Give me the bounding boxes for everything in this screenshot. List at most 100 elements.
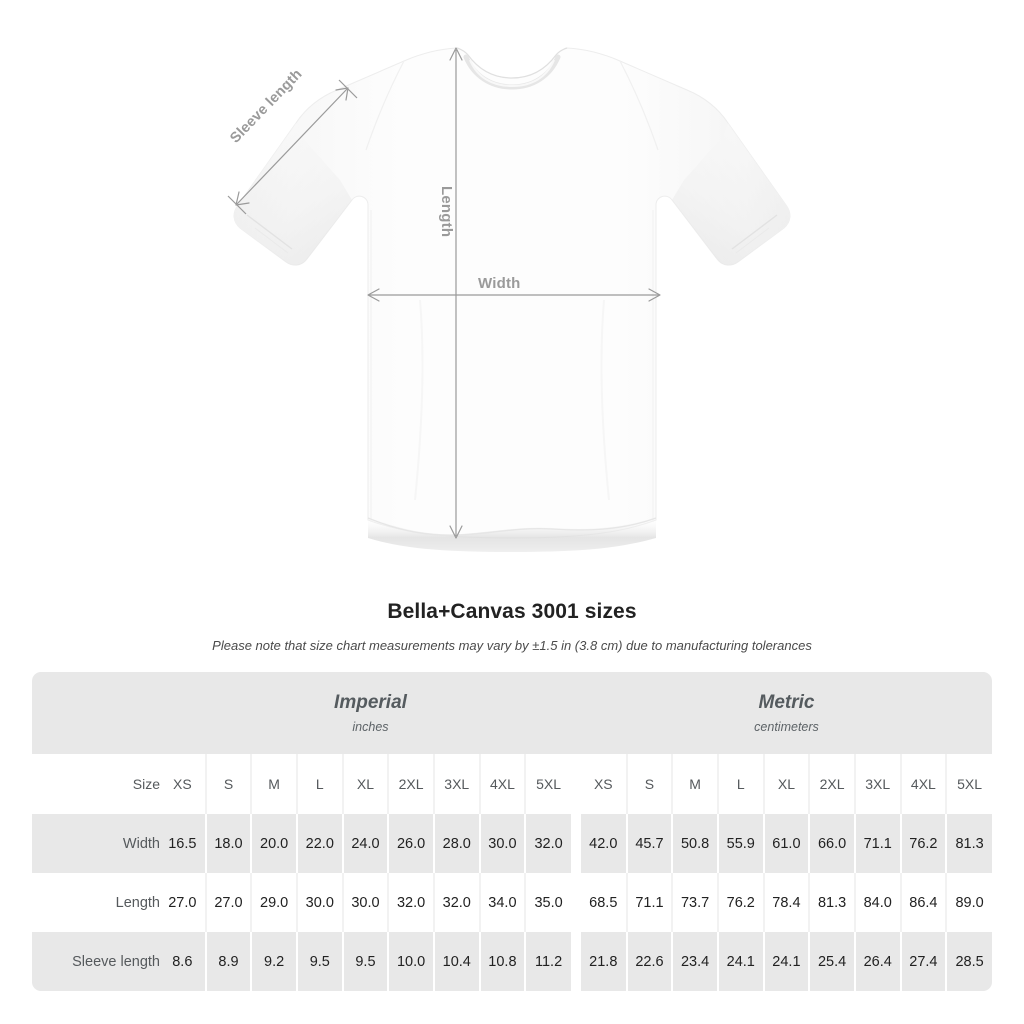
table-row: Width 16.5 18.0 20.0 22.0 24.0 26.0 28.0 30.0 32.… — [32, 814, 992, 873]
cell-metric-width-s: 45.7 — [625, 814, 673, 873]
cell-imperial-sleeve-length-l: 9.5 — [295, 932, 343, 991]
page-title: Bella+Canvas 3001 sizes — [387, 600, 637, 623]
tolerance-note: Please note that size chart measurements… — [212, 638, 812, 653]
group-header-unit: inches — [352, 719, 389, 734]
cell-imperial-sleeve-length-xs: 8.6 — [160, 932, 206, 991]
cell-metric-width-xs: 42.0 — [580, 814, 627, 873]
size-header-imperial-2xl: 2XL — [387, 754, 434, 814]
table-group-header-row: Imperial inches Metric centimeters — [32, 672, 992, 754]
section-gap — [570, 873, 581, 932]
cell-metric-length-2xl: 81.3 — [808, 873, 855, 932]
cell-metric-length-m: 73.7 — [671, 873, 718, 932]
cell-metric-sleeve-length-l: 24.1 — [716, 932, 764, 991]
section-gap — [570, 932, 581, 991]
cell-metric-length-4xl: 86.4 — [899, 873, 947, 932]
size-header-metric-4xl: 4XL — [899, 754, 947, 814]
width-label: Width — [478, 275, 521, 292]
section-gap — [570, 754, 581, 814]
cell-metric-width-5xl: 81.3 — [945, 814, 992, 873]
tshirt-illustration: Sleeve length Length Width — [227, 47, 791, 552]
cell-metric-sleeve-length-xs: 21.8 — [580, 932, 627, 991]
size-header-metric-m: M — [671, 754, 718, 814]
cell-metric-width-m: 50.8 — [671, 814, 718, 873]
size-header-metric-s: S — [625, 754, 673, 814]
cell-imperial-width-4xl: 30.0 — [478, 814, 526, 873]
tshirt-svg — [227, 47, 791, 552]
cell-imperial-sleeve-length-5xl: 11.2 — [524, 932, 571, 991]
measurement-arrows — [227, 47, 661, 539]
size-header-imperial-xs: XS — [160, 754, 206, 814]
size-header-imperial-3xl: 3XL — [432, 754, 480, 814]
cell-metric-sleeve-length-5xl: 28.5 — [945, 932, 992, 991]
tshirt-body — [233, 47, 791, 552]
cell-metric-width-3xl: 71.1 — [853, 814, 901, 873]
cell-imperial-width-l: 22.0 — [295, 814, 343, 873]
row-label-width: Width — [32, 814, 160, 873]
cell-metric-length-l: 76.2 — [716, 873, 764, 932]
row-label-length: Length — [32, 873, 160, 932]
section-gap — [570, 814, 581, 873]
cell-imperial-width-xl: 24.0 — [341, 814, 389, 873]
cell-metric-width-xl: 61.0 — [762, 814, 810, 873]
cell-imperial-length-l: 30.0 — [295, 873, 343, 932]
cell-imperial-width-5xl: 32.0 — [524, 814, 571, 873]
cell-metric-length-3xl: 84.0 — [853, 873, 901, 932]
cell-metric-length-xs: 68.5 — [580, 873, 627, 932]
group-header-metric: Metric centimeters — [580, 672, 992, 754]
cell-imperial-length-xs: 27.0 — [160, 873, 206, 932]
cell-imperial-length-m: 29.0 — [250, 873, 297, 932]
cell-metric-width-4xl: 76.2 — [899, 814, 947, 873]
group-header-unit: centimeters — [754, 719, 819, 734]
cell-metric-length-5xl: 89.0 — [945, 873, 992, 932]
cell-metric-sleeve-length-4xl: 27.4 — [899, 932, 947, 991]
cell-imperial-width-3xl: 28.0 — [432, 814, 480, 873]
size-header-imperial-m: M — [250, 754, 297, 814]
group-header-imperial: Imperial inches — [160, 672, 581, 754]
cell-imperial-sleeve-length-4xl: 10.8 — [478, 932, 526, 991]
table-size-header-row: Size XS S M L XL 2XL 3XL 4XL 5XL XS S M L XL 2XL 3XL 4XL 5… — [32, 754, 992, 814]
cell-imperial-length-2xl: 32.0 — [387, 873, 434, 932]
cell-imperial-length-4xl: 34.0 — [478, 873, 526, 932]
cell-imperial-sleeve-length-xl: 9.5 — [341, 932, 389, 991]
size-chart-table: Imperial inches Metric centimeters Size XS S M L… — [32, 672, 992, 991]
cell-imperial-length-xl: 30.0 — [341, 873, 389, 932]
size-header-label: Size — [32, 754, 160, 814]
cell-imperial-sleeve-length-2xl: 10.0 — [387, 932, 434, 991]
size-header-metric-xl: XL — [762, 754, 810, 814]
length-label: Length — [438, 186, 455, 238]
size-header-imperial-5xl: 5XL — [524, 754, 571, 814]
size-chart-table-wrap: Imperial inches Metric centimeters Size XS S M L… — [32, 672, 992, 991]
group-header-name: Imperial — [334, 692, 407, 714]
cell-imperial-sleeve-length-m: 9.2 — [250, 932, 297, 991]
group-header-spacer — [32, 672, 160, 754]
cell-metric-width-l: 55.9 — [716, 814, 764, 873]
size-header-metric-l: L — [716, 754, 764, 814]
cell-imperial-length-5xl: 35.0 — [524, 873, 571, 932]
table-row: Sleeve length 8.6 8.9 9.2 9.5 9.5 10.0 10.4 10.8… — [32, 932, 992, 991]
cell-metric-sleeve-length-2xl: 25.4 — [808, 932, 855, 991]
cell-imperial-width-m: 20.0 — [250, 814, 297, 873]
row-label-sleeve-length: Sleeve length — [32, 932, 160, 991]
cell-metric-sleeve-length-xl: 24.1 — [762, 932, 810, 991]
group-header-name: Metric — [758, 692, 815, 714]
size-header-metric-2xl: 2XL — [808, 754, 855, 814]
size-header-imperial-4xl: 4XL — [478, 754, 526, 814]
cell-imperial-width-xs: 16.5 — [160, 814, 206, 873]
size-header-metric-5xl: 5XL — [945, 754, 992, 814]
cell-imperial-sleeve-length-3xl: 10.4 — [432, 932, 480, 991]
length-arrow — [449, 47, 463, 539]
size-header-imperial-l: L — [295, 754, 343, 814]
cell-metric-length-s: 71.1 — [625, 873, 673, 932]
cell-imperial-width-2xl: 26.0 — [387, 814, 434, 873]
cell-metric-length-xl: 78.4 — [762, 873, 810, 932]
size-header-imperial-xl: XL — [341, 754, 389, 814]
sleeve-length-arrow — [227, 79, 358, 215]
cell-imperial-width-s: 18.0 — [204, 814, 252, 873]
cell-metric-sleeve-length-s: 22.6 — [625, 932, 673, 991]
width-arrow — [367, 288, 661, 302]
size-header-metric-xs: XS — [580, 754, 627, 814]
cell-imperial-length-s: 27.0 — [204, 873, 252, 932]
title-block: Bella+Canvas 3001 sizes Please note that… — [0, 600, 1024, 653]
cell-imperial-sleeve-length-s: 8.9 — [204, 932, 252, 991]
table-row: Length 27.0 27.0 29.0 30.0 30.0 32.0 32.0 34.0 35… — [32, 873, 992, 932]
